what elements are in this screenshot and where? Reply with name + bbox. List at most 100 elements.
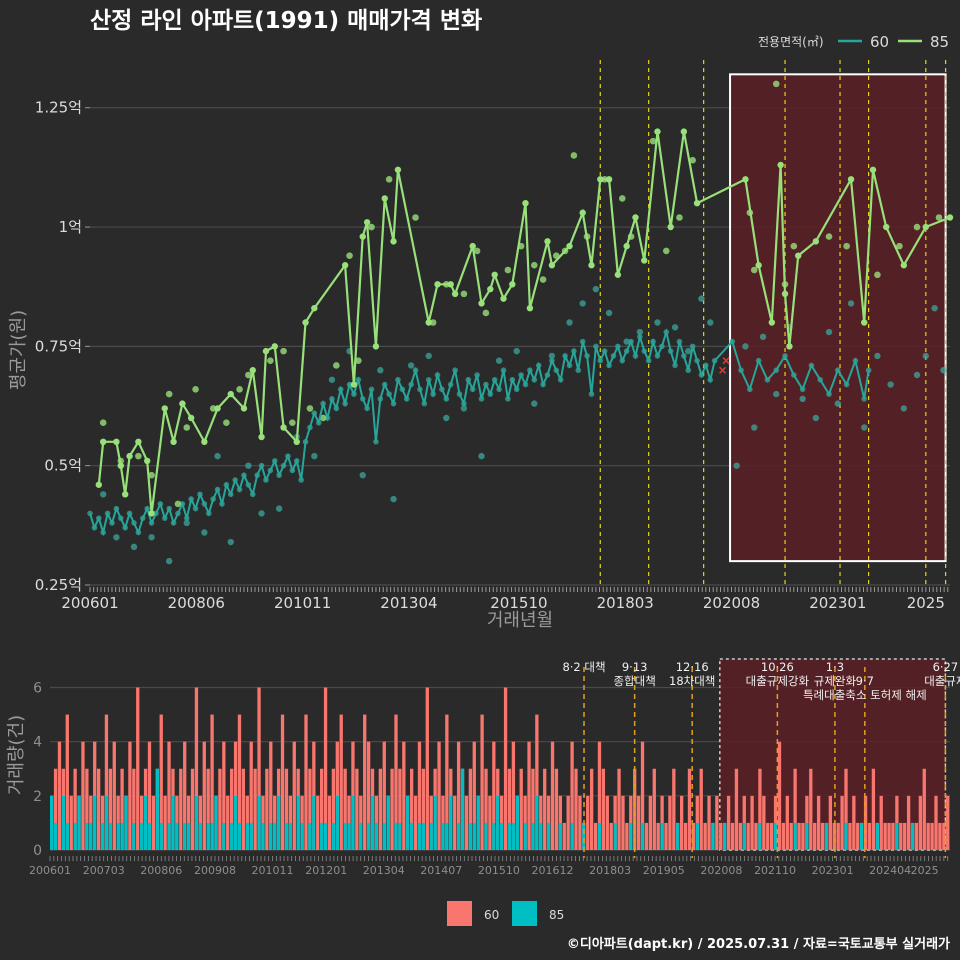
scatter-point-60	[913, 371, 921, 379]
scatter-point-60	[460, 405, 468, 412]
price-y-tick-label: 1억	[59, 218, 82, 236]
volume-bar-60	[343, 768, 347, 850]
volume-bar-85	[359, 822, 363, 850]
volume-bar-60	[323, 687, 328, 850]
scatter-point-60	[566, 319, 573, 326]
scatter-point-85	[689, 156, 696, 164]
volume-bar-60	[503, 687, 508, 850]
volume-bar-60	[527, 741, 531, 850]
volume-bar-60	[546, 795, 551, 850]
volume-bar-85	[108, 822, 113, 850]
volume-bar-60	[636, 795, 641, 850]
volume-bar-60	[770, 822, 774, 850]
volume-x-tick-label: 201201	[305, 864, 347, 877]
volume-bar-60	[132, 768, 136, 850]
scatter-point-85	[896, 242, 903, 250]
scatter-point-60	[113, 534, 120, 541]
volume-bar-60	[903, 822, 907, 850]
price-y-tick-label: 0.25억	[35, 576, 82, 594]
scatter-point-85	[429, 319, 437, 326]
volume-bar-60	[304, 714, 308, 850]
volume-bar-85	[167, 822, 171, 850]
volume-bar-60	[879, 795, 883, 850]
data-point-85	[693, 199, 701, 207]
volume-bar-60	[230, 768, 234, 850]
volume-bar-60	[891, 822, 895, 850]
data-point-85	[126, 452, 133, 460]
volume-bar-85	[523, 822, 527, 850]
scatter-point-60	[328, 376, 336, 383]
scatter-point-85	[570, 152, 578, 159]
volume-bar-60	[805, 795, 809, 850]
volume-bar-85	[660, 822, 664, 850]
scatter-point-60	[548, 352, 556, 360]
scatter-point-85	[148, 471, 155, 479]
volume-bar-60	[163, 795, 167, 850]
volume-bar-85	[245, 822, 249, 850]
volume-bar-60	[680, 795, 684, 850]
data-point-85	[478, 300, 485, 307]
volume-bar-85	[386, 795, 390, 850]
volume-bar-85	[93, 795, 97, 850]
scatter-point-60	[834, 400, 842, 407]
volume-policy-lines	[583, 667, 947, 858]
volume-bar-60	[245, 795, 249, 850]
volume-bar-85	[50, 795, 54, 850]
volume-bar-60	[918, 795, 923, 850]
volume-bar-60	[930, 822, 934, 850]
volume-bar-60	[707, 795, 711, 850]
volume-x-axis: 200601 200703 200806 200908 201011 201201 2013…	[29, 856, 949, 877]
volume-bar-60	[840, 795, 844, 850]
volume-bar-60	[856, 822, 860, 850]
data-point-85	[786, 343, 793, 350]
volume-bar-60	[198, 795, 203, 850]
data-point-85	[641, 257, 648, 264]
volume-bar-85	[844, 822, 848, 850]
volume-bar-60	[871, 768, 876, 850]
data-point-85	[847, 176, 855, 183]
legend-title: 전용면적(㎡)	[758, 35, 824, 49]
volume-bar-60	[464, 795, 469, 850]
volume-bar-85	[558, 822, 563, 850]
data-point-85	[249, 367, 256, 374]
volume-bar-85	[910, 822, 915, 850]
volume-bar-60	[558, 795, 563, 850]
volume-bar-60	[535, 714, 539, 850]
volume-bar-60	[484, 768, 488, 850]
volume-bar-60	[754, 822, 758, 850]
volume-bar-85	[233, 795, 238, 850]
volume-bar-85	[370, 795, 375, 850]
data-point-85	[341, 262, 349, 269]
volume-bar-60	[85, 768, 89, 850]
price-x-tick-label: 202008	[703, 594, 760, 612]
volume-bar-60	[253, 768, 257, 850]
scatter-point-60	[592, 285, 600, 293]
volume-bar-60	[777, 741, 782, 850]
price-x-tick-label: 201304	[380, 594, 437, 612]
volume-x-tick-label: 200703	[83, 864, 125, 877]
volume-bar-85	[288, 822, 293, 850]
data-point-85	[280, 424, 287, 431]
data-point-85	[742, 176, 749, 183]
volume-x-tick-label: 200806	[140, 864, 182, 877]
volume-bar-60	[468, 768, 473, 850]
scatter-point-60	[759, 333, 767, 341]
volume-bar-85	[143, 795, 148, 850]
scatter-point-85	[385, 176, 393, 183]
data-point-85	[623, 242, 630, 250]
volume-x-tick-label: 201803	[589, 864, 631, 877]
volume-bar-85	[300, 822, 304, 850]
volume-bar-60	[292, 741, 296, 850]
volume-legend-label-60: 60	[484, 908, 499, 922]
volume-bar-85	[535, 795, 539, 850]
data-point-85	[394, 166, 402, 173]
data-point-85	[487, 285, 494, 293]
volume-bar-60	[656, 822, 660, 850]
volume-bar-60	[848, 822, 852, 850]
policy-annotation-label: 대출규제강화	[746, 674, 810, 688]
volume-bar-85	[116, 822, 120, 850]
data-point-85	[522, 199, 529, 207]
legend-label-85: 85	[930, 33, 949, 51]
volume-bar-85	[476, 795, 480, 850]
volume-bar-60	[609, 822, 613, 850]
